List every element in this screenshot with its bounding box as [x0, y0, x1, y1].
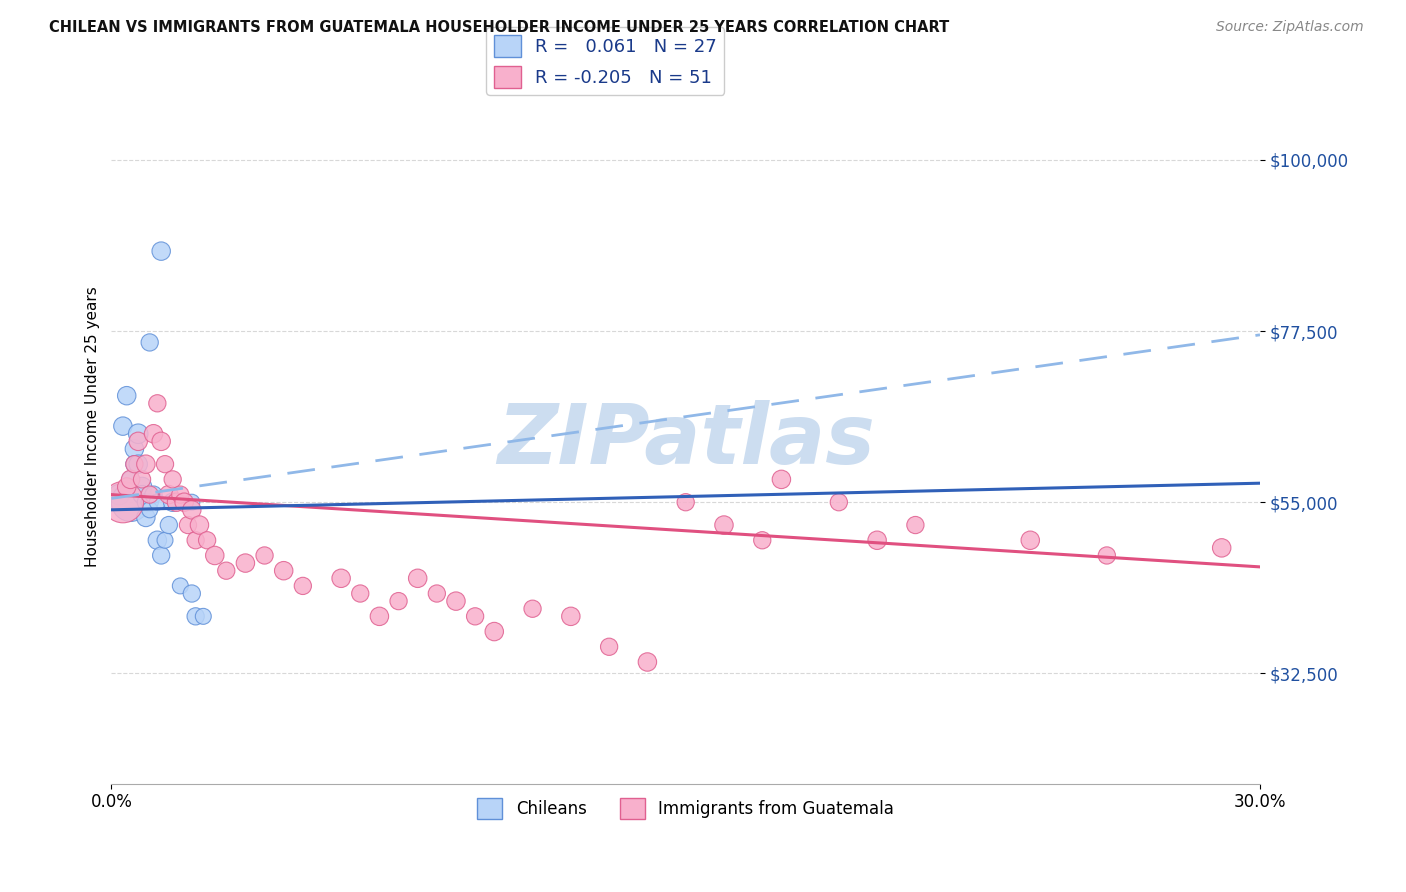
Point: [135, 510, 157, 524]
Point: [150, 549, 173, 563]
Point: [828, 495, 851, 509]
Point: [180, 495, 202, 509]
Point: [675, 495, 697, 509]
Point: [124, 457, 146, 471]
Point: [195, 533, 218, 548]
Point: [157, 518, 180, 533]
Point: [215, 564, 238, 578]
Point: [150, 244, 173, 259]
Point: [162, 472, 184, 486]
Point: [111, 419, 134, 434]
Point: [204, 549, 226, 563]
Point: [138, 503, 160, 517]
Point: [169, 579, 191, 593]
Point: [108, 487, 131, 501]
Point: [464, 609, 486, 624]
Point: [127, 426, 149, 441]
Point: [162, 495, 184, 509]
Point: [115, 389, 138, 403]
Point: [253, 549, 276, 563]
Point: [444, 594, 467, 608]
Point: [193, 609, 215, 624]
Point: [188, 518, 211, 533]
Point: [713, 518, 735, 533]
Point: [751, 533, 773, 548]
Point: [166, 495, 188, 509]
Point: [142, 426, 165, 441]
Point: [124, 442, 146, 456]
Point: [406, 571, 429, 585]
Point: [904, 518, 927, 533]
Point: [522, 601, 544, 615]
Y-axis label: Householder Income Under 25 years: Householder Income Under 25 years: [86, 285, 100, 566]
Point: [368, 609, 391, 624]
Point: [135, 495, 157, 509]
Point: [484, 624, 506, 639]
Point: [150, 434, 173, 449]
Point: [124, 457, 146, 471]
Point: [120, 472, 142, 486]
Point: [127, 457, 149, 471]
Point: [131, 480, 153, 494]
Point: [177, 518, 200, 533]
Point: [598, 640, 620, 654]
Point: [142, 487, 165, 501]
Point: [387, 594, 409, 608]
Point: [153, 457, 176, 471]
Point: [184, 609, 207, 624]
Point: [636, 655, 658, 669]
Point: [426, 586, 449, 600]
Text: Source: ZipAtlas.com: Source: ZipAtlas.com: [1216, 20, 1364, 34]
Point: [146, 495, 169, 509]
Point: [349, 586, 371, 600]
Point: [138, 335, 160, 350]
Point: [1095, 549, 1118, 563]
Point: [135, 457, 157, 471]
Point: [146, 533, 169, 548]
Point: [127, 434, 149, 449]
Point: [235, 556, 257, 570]
Text: CHILEAN VS IMMIGRANTS FROM GUATEMALA HOUSEHOLDER INCOME UNDER 25 YEARS CORRELATI: CHILEAN VS IMMIGRANTS FROM GUATEMALA HOU…: [49, 20, 949, 35]
Point: [138, 487, 160, 501]
Point: [173, 495, 195, 509]
Point: [560, 609, 582, 624]
Point: [120, 472, 142, 486]
Point: [291, 579, 314, 593]
Point: [180, 586, 202, 600]
Point: [273, 564, 295, 578]
Point: [866, 533, 889, 548]
Point: [1211, 541, 1233, 555]
Point: [770, 472, 793, 486]
Point: [1019, 533, 1042, 548]
Legend: Chileans, Immigrants from Guatemala: Chileans, Immigrants from Guatemala: [471, 792, 901, 825]
Point: [146, 396, 169, 410]
Point: [138, 495, 160, 509]
Point: [115, 480, 138, 494]
Point: [169, 487, 191, 501]
Point: [180, 503, 202, 517]
Point: [131, 487, 153, 501]
Point: [153, 533, 176, 548]
Text: ZIPatlas: ZIPatlas: [496, 400, 875, 481]
Point: [131, 472, 153, 486]
Point: [184, 533, 207, 548]
Point: [111, 495, 134, 509]
Point: [157, 487, 180, 501]
Point: [330, 571, 353, 585]
Point: [120, 495, 142, 509]
